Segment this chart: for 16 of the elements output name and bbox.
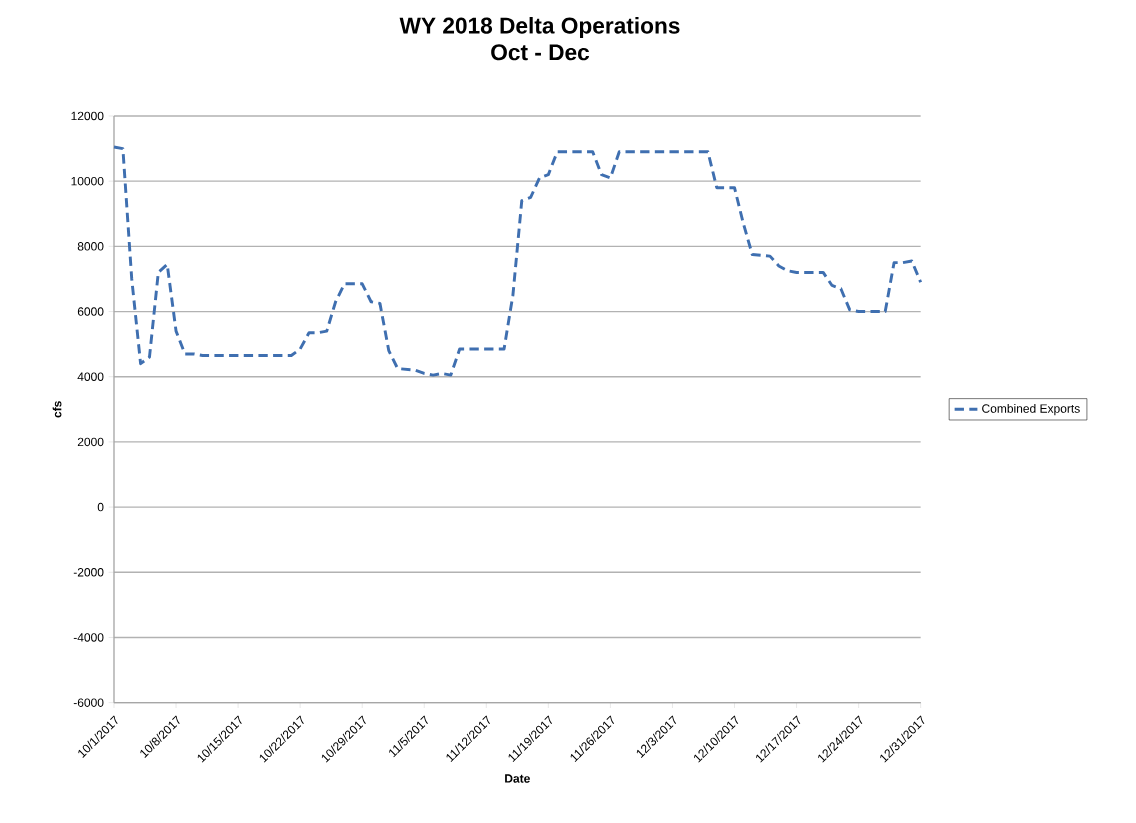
- y-axis-title: cfs: [52, 401, 62, 418]
- x-axis-title: Date: [505, 774, 530, 783]
- y-tick-label: 0: [97, 503, 104, 512]
- y-tick-label: 4000: [77, 372, 104, 382]
- y-tick-label: -6000: [73, 698, 104, 708]
- line-series: [112, 145, 923, 377]
- y-tick-label: 6000: [77, 307, 104, 316]
- chart-title: WY 2018 Delta Operations: [399, 17, 680, 39]
- chart-subtitle: Oct - Dec: [491, 44, 590, 61]
- y-tick-label: -4000: [73, 633, 104, 642]
- y-tick-label: 8000: [77, 242, 104, 251]
- y-tick-label: 10000: [71, 177, 104, 186]
- y-tick-label: -2000: [73, 568, 104, 577]
- y-tick-label: 12000: [71, 111, 104, 121]
- y-tick-label: 2000: [77, 437, 104, 447]
- legend-label: Combined Exports: [982, 404, 1080, 416]
